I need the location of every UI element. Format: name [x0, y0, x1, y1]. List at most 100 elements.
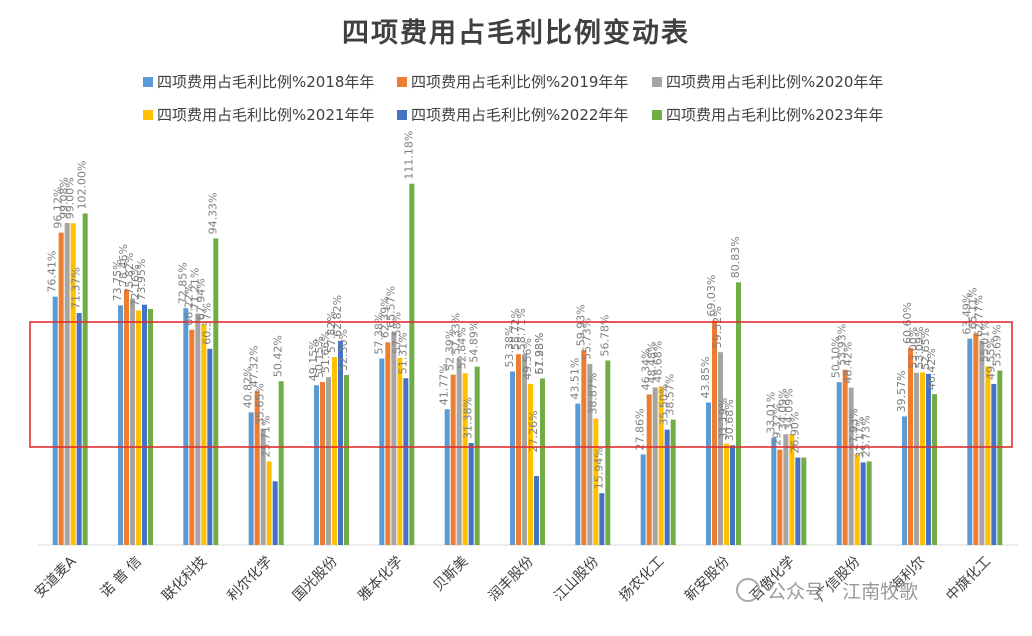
bar — [260, 429, 266, 545]
bar — [58, 232, 64, 546]
data-label: 67.94% — [194, 278, 207, 320]
data-label: 51.31% — [396, 332, 409, 374]
plot-area: 76.41% 96.12%99.08%99.00% 71.37% 102.00% 安道麦… — [32, 131, 1018, 605]
bar — [783, 434, 789, 545]
data-label: 71.21% — [188, 268, 201, 310]
data-label: 60.37% — [200, 303, 213, 345]
data-label: 75.82% — [123, 253, 136, 295]
data-label: 33.01% — [764, 392, 777, 434]
data-label: 62.82% — [331, 295, 344, 337]
category-label: 新安股份 — [682, 554, 733, 605]
data-label: 50.15% — [313, 336, 326, 378]
data-label: 25.71% — [260, 415, 273, 457]
category-label: 雅本化学 — [355, 554, 406, 605]
data-label: 29.32% — [770, 404, 783, 446]
bar — [183, 308, 189, 545]
data-label: 49.56% — [521, 338, 534, 380]
data-label: 25.73% — [860, 415, 873, 457]
bar — [926, 373, 931, 545]
bar — [730, 445, 735, 545]
bar — [195, 313, 201, 545]
bar — [136, 310, 141, 545]
bar — [593, 418, 599, 545]
bar — [712, 320, 717, 545]
data-label: 52.30% — [337, 329, 350, 371]
bar — [848, 387, 854, 545]
bar — [254, 391, 260, 545]
data-label: 53.69% — [990, 325, 1003, 367]
bar — [842, 369, 848, 545]
data-label: 47.32% — [248, 345, 261, 387]
bar — [973, 333, 979, 545]
data-label: 30.68% — [723, 399, 736, 441]
data-label: 71.37% — [70, 267, 83, 309]
bar — [664, 429, 670, 545]
bar — [706, 402, 711, 545]
bar — [278, 381, 284, 545]
data-label: 38.57% — [664, 374, 677, 416]
bar — [640, 454, 646, 545]
data-label: 34.09% — [776, 388, 789, 430]
data-label: 65.11% — [966, 287, 979, 329]
bar — [605, 360, 611, 545]
data-label: 72.85% — [176, 262, 189, 304]
category-label: 中旗化工 — [943, 554, 994, 605]
data-label: 94.33% — [206, 192, 219, 234]
data-label: 32.17% — [854, 416, 867, 458]
bar — [914, 372, 919, 545]
data-label: 35.65% — [254, 383, 267, 425]
bar — [385, 342, 391, 545]
data-label: 57.38% — [372, 313, 385, 355]
data-label: 52.39% — [444, 329, 457, 371]
bar — [332, 357, 337, 545]
data-label: 78.46% — [117, 244, 130, 286]
data-label: 27.26% — [527, 410, 540, 452]
data-label: 76.41% — [46, 251, 59, 293]
bar — [516, 354, 521, 545]
bar — [801, 457, 807, 545]
data-label: 43.51% — [568, 358, 581, 400]
data-label: 53.09% — [913, 327, 926, 369]
category-label: 诺 普 信 — [98, 554, 145, 601]
bar — [920, 372, 925, 545]
legend-swatch — [397, 110, 407, 120]
bar — [860, 462, 866, 545]
legend-item-3: 四项费用占毛利比例%2020年年 — [666, 73, 883, 91]
category-label: 扬农化工 — [617, 554, 668, 605]
data-label: 27.93% — [848, 408, 861, 450]
data-label: 40.82% — [242, 366, 255, 408]
data-label: 73.95% — [135, 259, 148, 301]
data-label: 73.75% — [111, 259, 124, 301]
bar — [64, 222, 70, 546]
data-label: 65.57% — [384, 286, 397, 328]
data-label: 46.42% — [925, 348, 938, 390]
bar — [789, 434, 795, 545]
wechat-icon — [736, 578, 760, 602]
data-label: 48.68% — [652, 341, 665, 383]
bar — [540, 378, 545, 545]
data-label: 58.71% — [515, 308, 528, 350]
bar — [979, 340, 985, 545]
bar — [124, 290, 129, 545]
legend-item-5: 四项费用占毛利比例%2022年年 — [411, 106, 628, 124]
data-label: 50.10% — [830, 336, 843, 378]
bar — [320, 382, 325, 545]
data-label: 72.16% — [129, 265, 142, 307]
bar — [130, 298, 135, 545]
data-label: 53.00% — [907, 327, 920, 369]
data-label: 38.87% — [586, 373, 599, 415]
bar — [474, 366, 480, 545]
data-label: 59.32% — [711, 306, 724, 348]
data-label: 35.50% — [658, 384, 671, 426]
bar — [344, 375, 349, 545]
data-label: 66.22% — [182, 284, 195, 326]
data-label: 111.18% — [402, 131, 415, 180]
bar — [902, 416, 907, 545]
bar — [658, 386, 664, 545]
bar — [456, 358, 462, 545]
bar — [338, 340, 343, 545]
bar — [444, 409, 450, 545]
bar — [652, 387, 658, 545]
data-label: 99.00% — [64, 177, 77, 219]
bar — [587, 363, 593, 545]
